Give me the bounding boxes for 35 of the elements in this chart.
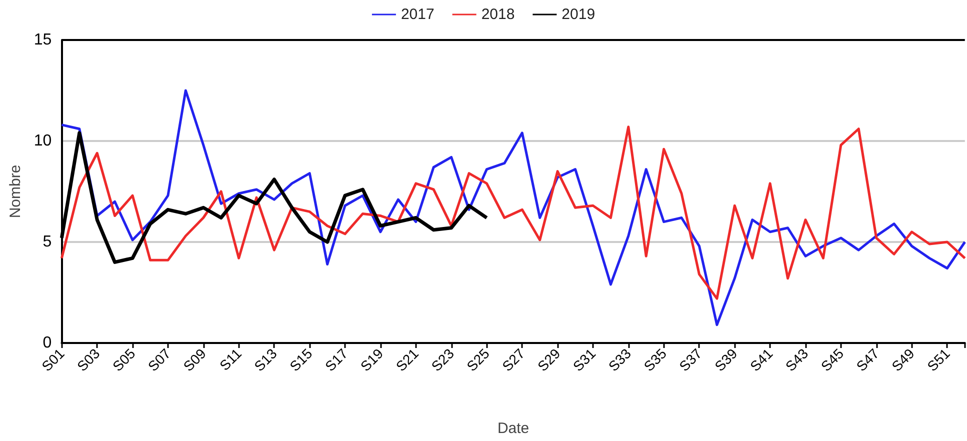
x-tick-label: S03	[74, 345, 103, 374]
x-tick-label: S05	[109, 345, 138, 374]
line-series	[60, 126, 966, 300]
x-axis-title: Date	[497, 420, 530, 437]
x-tick-label: S29	[534, 345, 564, 374]
y-tick-label: 5	[42, 234, 52, 250]
x-tick-label: S27	[498, 345, 528, 374]
x-tick-label: S45	[818, 345, 847, 374]
x-tick-label: S17	[322, 345, 351, 374]
x-tick-label: S33	[605, 345, 634, 374]
x-tick-label: S49	[888, 345, 918, 374]
x-tick-label: S31	[570, 345, 599, 374]
x-tick-label: S43	[782, 345, 812, 374]
y-tick-label: 10	[34, 132, 52, 150]
legend-label: 2019	[562, 6, 596, 23]
x-tick-label: S23	[428, 345, 458, 374]
legend-label: 2018	[481, 6, 515, 23]
y-axis-title: Nombre	[7, 164, 24, 218]
x-tick-label: S13	[250, 345, 280, 374]
x-tick-label: S19	[357, 345, 386, 374]
legend-label: 2017	[400, 6, 434, 23]
x-tick-label: S47	[853, 345, 882, 374]
x-tick-label: S21	[392, 345, 422, 374]
x-tick-label: S09	[180, 345, 210, 374]
x-tick-label: S41	[746, 345, 776, 374]
x-tick-label: S11	[216, 345, 245, 374]
x-tick-label: S25	[463, 345, 493, 374]
x-tick-label: S07	[144, 345, 174, 374]
y-tick-label: 0	[42, 334, 52, 352]
x-tick-label: S51	[924, 345, 953, 374]
x-tick-label: S35	[640, 345, 670, 374]
y-tick-label: 15	[34, 32, 52, 48]
x-tick-label: S39	[711, 345, 740, 374]
x-tick-label: S15	[286, 345, 316, 374]
x-tick-label: S37	[676, 345, 706, 374]
